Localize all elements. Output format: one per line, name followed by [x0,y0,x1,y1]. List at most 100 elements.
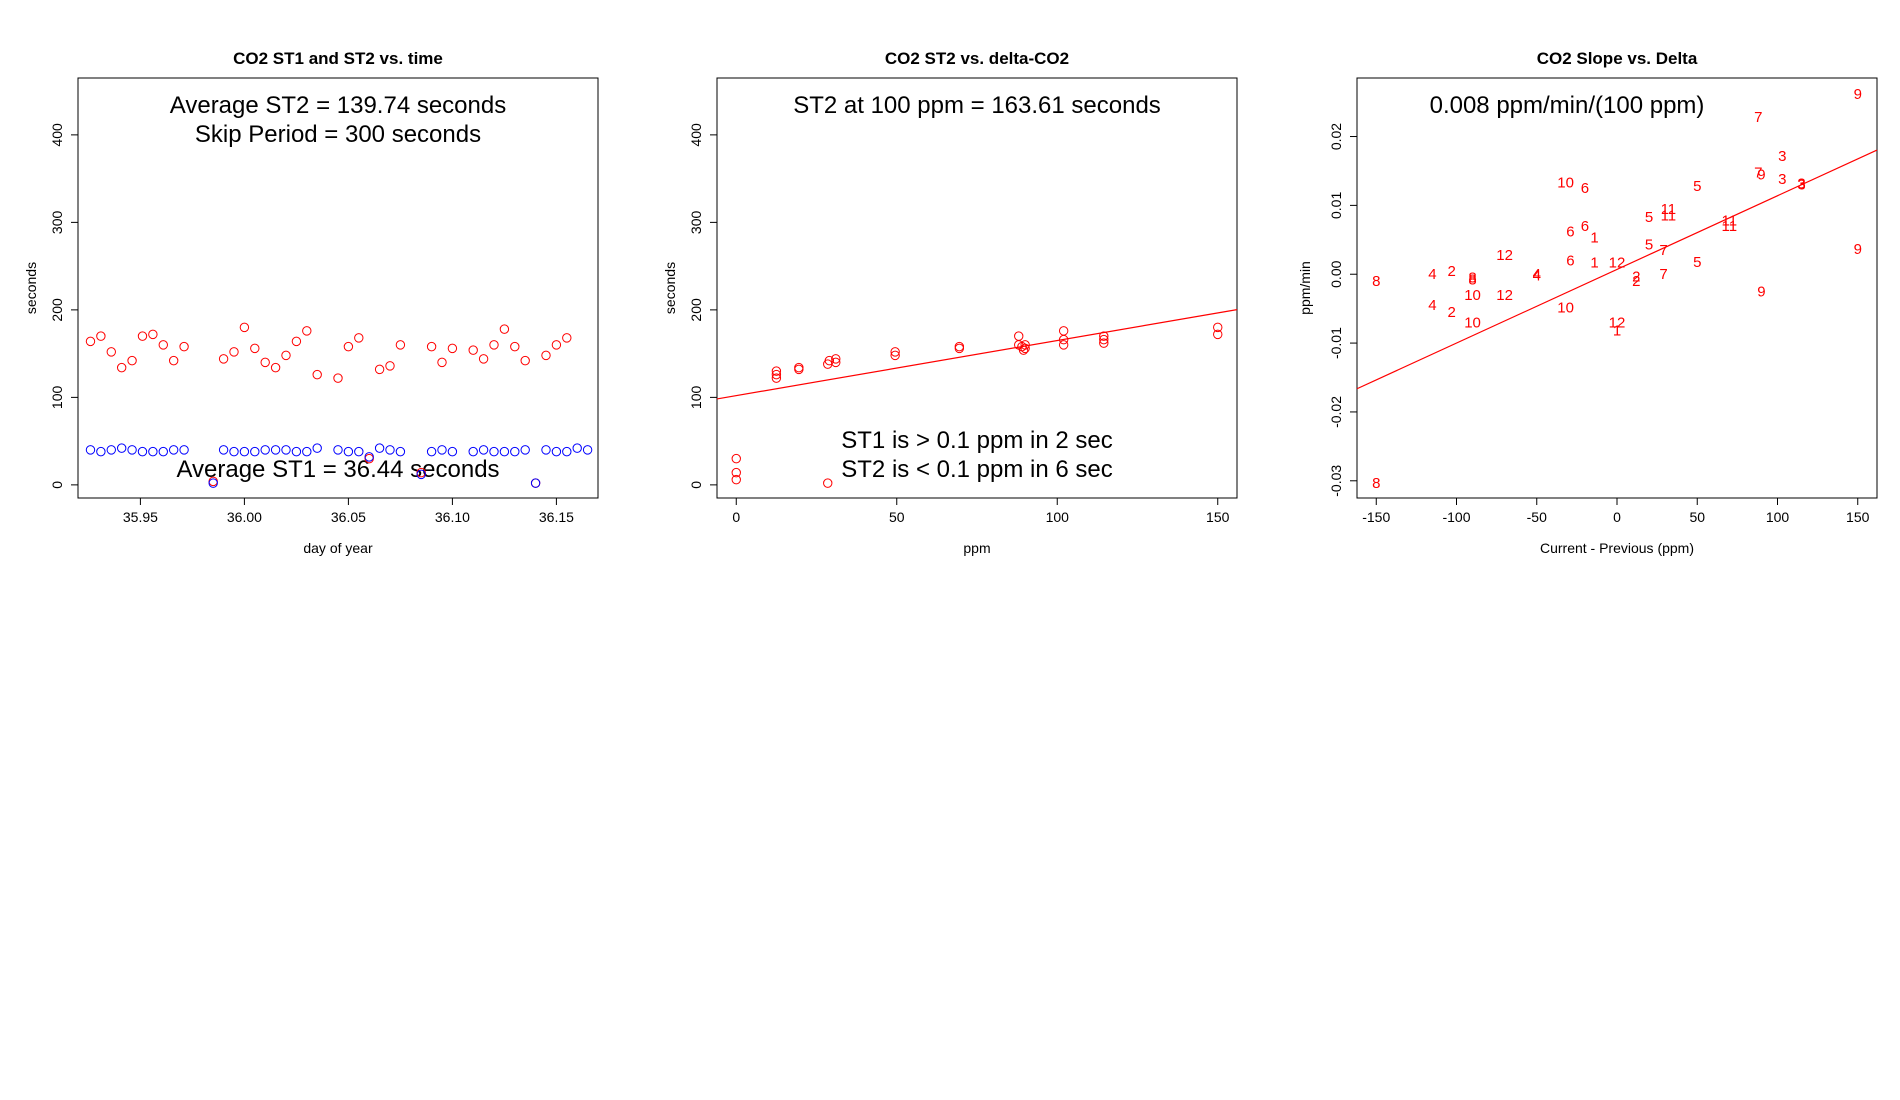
y-axis-label: ppm/min [1297,261,1313,315]
data-point-st1 [541,445,551,455]
x-axis: -150 -100 -50 0 50 100 150 [1362,497,1870,525]
y-tick-label: 0.02 [1328,123,1344,150]
data-point-st1 [312,443,322,453]
data-point-label: 12 [1496,287,1513,304]
data-point-st2 [1058,340,1069,350]
data-point-st1 [96,446,106,457]
data-point-st2 [1014,331,1024,341]
data-point-st2 [229,347,239,357]
data-point-st2 [771,373,782,383]
data-point-st1 [281,445,291,455]
y-tick-label: 400 [49,123,65,147]
x-tick-label: 36.00 [227,509,262,525]
data-point-st1 [354,446,364,457]
data-point-st2 [106,347,116,357]
data-point-st2 [239,322,250,333]
y-tick-label: 0 [688,481,704,489]
annotation-slope-per-100ppm: 0.008 ppm/min/(100 ppm) [1430,92,1705,119]
data-point-st2 [1099,338,1109,348]
data-point-st2 [890,350,900,361]
data-point-st1 [551,446,562,457]
data-point-st1 [116,443,127,453]
data-point-st1 [395,446,406,457]
y-tick-label: -0.02 [1328,396,1344,428]
data-point-label: 11 [1661,201,1677,218]
y-tick-label: 200 [688,298,704,322]
panel-slope-vs-delta: CO2 Slope vs. Delta Current - Previous (… [1297,49,1878,556]
data-point-label: 2 [1632,268,1640,285]
data-point-label: 10 [1557,175,1574,192]
data-point-label: 4 [1533,268,1541,285]
data-point-st1 [582,445,593,455]
data-point-st2 [354,333,364,343]
data-point-st1 [302,446,312,457]
data-point-label: 3 [1778,148,1786,165]
data-point-st1 [572,443,582,453]
data-point-label: 10 [1464,314,1481,331]
data-point-st2 [116,362,127,373]
data-point-label: 4 [1428,297,1436,314]
x-tick-label: 50 [889,509,905,525]
data-point-label: 6 [1566,252,1574,269]
data-point-st1 [270,445,281,455]
annotation-average-st1: Average ST1 = 36.44 seconds [176,456,499,483]
x-axis: 0 50 100 150 [732,497,1230,525]
data-point-st1 [489,446,499,457]
data-point-label: 1 [1590,230,1598,247]
y-tick-label: 100 [49,385,65,409]
data-point-label: 7 [1659,266,1667,283]
data-point-label: 2 [1448,263,1456,280]
data-point-st2 [1020,343,1030,354]
data-point-label: 12 [1609,255,1626,272]
data-point-st1 [374,443,385,453]
data-point-label: 2 [1632,273,1640,290]
data-point-st1 [85,445,96,455]
data-point-label: 10 [1557,299,1574,316]
data-point-st2 [731,467,741,478]
data-point-label: 11 [1722,213,1738,230]
data-point-st2 [302,326,312,336]
data-point-label: 5 [1693,178,1701,195]
data-point-label: 7 [1659,242,1667,259]
data-point-st2 [1213,322,1223,333]
data-point-st2 [158,340,168,350]
panel-st2-vs-delta-co2: CO2 ST2 vs. delta-CO2 ppm seconds ST2 at… [662,49,1238,556]
y-tick-label: 100 [688,385,704,409]
data-point-label: 7 [1754,109,1762,126]
data-point-st2 [312,369,322,380]
x-axis: 35.95 36.00 36.05 36.10 36.15 [123,497,574,525]
chart-title: CO2 Slope vs. Delta [1537,49,1698,68]
data-point-st1 [148,446,158,457]
y-tick-label: 0 [49,481,65,489]
plot-frame [1356,77,1878,499]
y-axis-label: seconds [23,262,39,314]
data-point-st2 [168,355,179,366]
data-point-st1 [385,445,395,455]
data-point-label: 3 [1797,177,1805,194]
data-point-label: 5 [1645,209,1653,226]
y-axis: 0 100 200 300 400 [49,123,79,489]
data-point-st2 [478,354,489,364]
data-point-st1 [343,446,354,457]
data-point-label: 3 [1797,175,1805,192]
data-point-st2 [824,355,835,366]
data-point-st2 [1058,326,1069,336]
data-point-st2 [489,340,499,350]
data-point-label: 2 [1448,304,1456,321]
y-axis: 0 100 200 300 400 [688,123,718,489]
data-point-label: 9 [1854,241,1862,258]
data-point-st2 [551,340,562,350]
data-point-label: 12 [1496,247,1513,264]
data-point-st1 [520,445,530,455]
data-point-st1 [218,445,229,455]
data-point-st2 [395,340,406,350]
data-point-st1 [437,445,447,455]
data-point-st2 [562,333,572,343]
data-point-st1 [239,446,250,457]
data-point-st2 [794,364,804,375]
data-point-st2 [343,341,354,352]
y-tick-label: -0.01 [1328,327,1344,359]
data-point-st2 [731,453,741,464]
x-tick-label: 36.05 [331,509,366,525]
